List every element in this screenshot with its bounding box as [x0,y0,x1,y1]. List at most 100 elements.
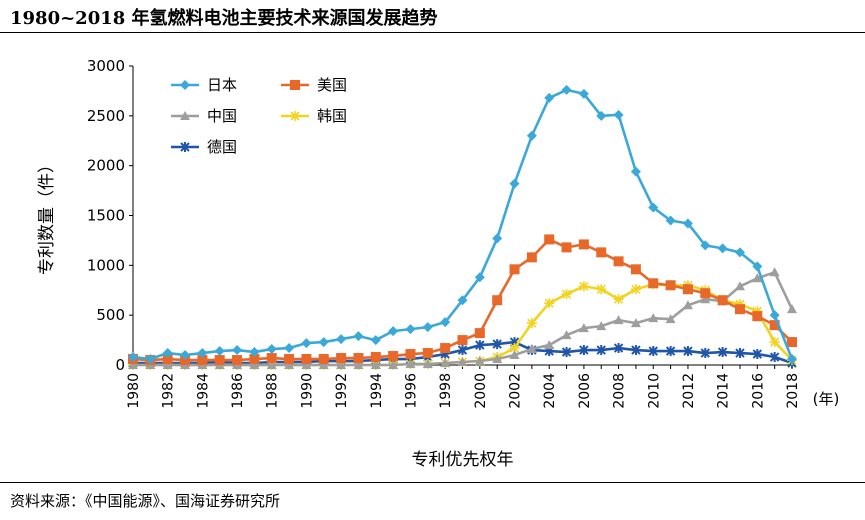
data-point [232,345,243,356]
data-point [284,343,295,354]
data-point [734,304,745,315]
data-point [162,348,173,359]
data-point [422,322,433,333]
data-point [613,294,624,305]
legend-item: 韩国 [281,107,347,125]
x-tick-label: 1984 [195,373,211,409]
data-point [682,284,693,295]
data-point [734,247,745,258]
data-point [700,288,711,299]
data-point [249,354,260,365]
data-point [682,218,693,229]
x-tick-label: 2000 [473,373,489,409]
data-point [648,313,659,323]
legend-item: 日本 [171,76,237,94]
data-point [665,346,676,357]
data-point [405,349,416,360]
data-point [700,240,711,251]
data-point [717,295,728,306]
data-point [544,340,555,350]
data-point [509,350,520,360]
data-point [769,337,780,348]
data-point [492,354,503,364]
legend-label: 韩国 [317,107,347,125]
data-point [128,360,138,369]
data-point [457,335,468,346]
legend-item: 中国 [171,107,237,125]
data-point [301,338,312,349]
x-tick-label: 1998 [438,373,454,409]
data-point [578,239,589,250]
legend-marker [180,111,190,120]
data-point [544,234,555,245]
legend-label: 美国 [317,76,347,94]
data-point [526,130,537,141]
legend-marker [290,111,300,121]
series-1 [128,234,797,366]
y-tick-label: 2500 [87,107,125,125]
data-point [561,330,572,340]
x-tick-label: 2018 [785,373,801,409]
x-tick-label: 2016 [750,373,766,409]
data-point [336,334,347,345]
data-point [648,346,658,357]
data-point [544,92,555,103]
data-point [353,360,364,369]
data-point [752,261,763,272]
x-tick-label: 1982 [161,373,177,409]
data-point [370,335,381,346]
data-point [370,352,381,363]
data-point [145,354,156,365]
data-point [630,166,641,177]
data-point [787,354,797,365]
data-point [388,360,399,369]
x-tick-label: 1992 [334,373,350,409]
data-point [561,347,572,358]
data-point [665,314,676,324]
x-tick-label: 2006 [577,373,593,409]
data-point [266,360,277,369]
data-point [630,264,641,275]
data-point [561,84,572,95]
data-point [769,352,780,363]
data-point [613,315,624,325]
x-axis-label: 专利优先权年 [412,450,514,470]
chart-title: 1980~2018 年氢燃料电池主要技术来源国发展趋势 [10,8,438,29]
data-point [579,345,589,356]
data-point [700,348,710,359]
data-point [249,360,260,369]
line-chart: 0 500 1000 1500 2000 2500 3000 1980 1982 1984 1986… [37,57,839,470]
data-point [596,321,607,331]
data-point [457,345,468,356]
data-point [700,294,711,304]
data-point [769,310,780,321]
data-point [440,358,451,368]
y-tick-label: 1500 [87,207,125,225]
data-point [561,242,572,253]
data-point [769,267,780,277]
data-point [769,320,780,331]
data-point [630,284,641,295]
data-point [266,344,277,355]
data-point [353,331,364,342]
data-point [596,345,606,356]
x-tick-label: 2002 [508,373,524,409]
data-point [596,110,607,121]
series-3 [128,279,797,370]
data-point [388,326,399,337]
data-point [526,318,537,329]
data-point [318,354,329,365]
data-point [214,355,225,366]
legend-item: 美国 [281,76,347,94]
data-point [422,359,433,369]
title-divider [0,32,865,33]
data-point [301,360,312,369]
data-point [440,317,451,328]
x-tick-label: 2004 [542,373,558,409]
data-point [752,273,763,283]
legend-label: 德国 [207,138,237,156]
data-point [318,360,329,369]
data-point [197,355,208,366]
data-point [509,343,520,354]
data-point [734,281,745,291]
